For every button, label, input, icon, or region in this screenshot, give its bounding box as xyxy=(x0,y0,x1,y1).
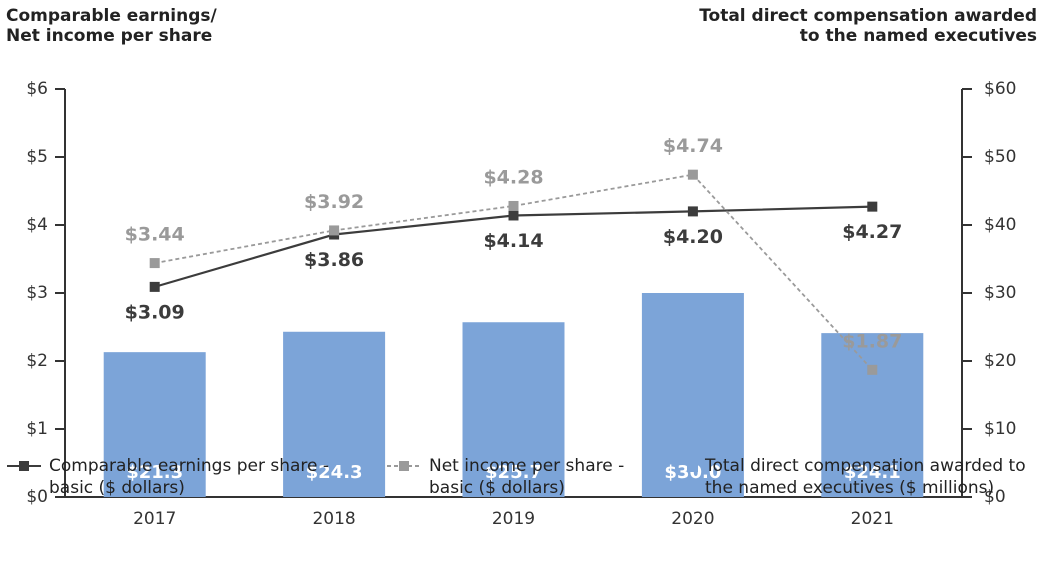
line-value-label: $4.20 xyxy=(663,226,723,248)
y2-tick-label: $60 xyxy=(984,79,1016,99)
line-value-label: $4.27 xyxy=(842,221,902,243)
y2-tick-label: $20 xyxy=(984,351,1016,371)
y2-tick-label: $30 xyxy=(984,283,1016,303)
x-tick-label: 2017 xyxy=(133,509,176,529)
point xyxy=(149,281,160,292)
bar-value-label: $24.3 xyxy=(306,462,363,483)
y2-tick-label: $10 xyxy=(984,419,1016,439)
line-value-label: $3.09 xyxy=(125,301,185,323)
point xyxy=(867,364,878,375)
y-tick-label: $1 xyxy=(26,419,48,439)
y2-axis-title: Total direct compensation awarded to the… xyxy=(699,6,1037,46)
point xyxy=(687,169,698,180)
y-tick-label: $0 xyxy=(26,487,48,507)
point xyxy=(329,225,340,236)
bar xyxy=(462,322,565,497)
bar xyxy=(283,331,386,497)
y-tick-label: $2 xyxy=(26,351,48,371)
y-tick-label: $5 xyxy=(26,147,48,167)
y2-tick-label: $0 xyxy=(984,487,1006,507)
legend-icon xyxy=(687,461,698,472)
point xyxy=(687,206,698,217)
bar xyxy=(821,333,924,497)
legend-marker xyxy=(399,461,409,471)
bar-value-label: $24.1 xyxy=(844,462,901,483)
legend-label: Net income per share - basic ($ dollars) xyxy=(429,456,625,498)
line-value-label: $3.44 xyxy=(125,224,185,246)
legend-item: Comparable earnings per share - basic ($… xyxy=(5,455,335,499)
bar-value-label: $30.0 xyxy=(664,462,721,483)
y-tick-label: $4 xyxy=(26,215,48,235)
point xyxy=(867,201,878,212)
y-tick-label: $6 xyxy=(26,79,48,99)
legend-item: Net income per share - basic ($ dollars) xyxy=(385,455,655,499)
legend-item: Total direct compensation awarded to the… xyxy=(687,455,1042,499)
x-tick-label: 2018 xyxy=(312,509,355,529)
y2-tick-label: $50 xyxy=(984,147,1016,167)
line-value-label: $4.28 xyxy=(483,166,543,188)
point xyxy=(508,200,519,211)
legend-icon xyxy=(7,461,41,471)
line-value-label: $3.86 xyxy=(304,249,364,271)
y-tick-label: $3 xyxy=(26,283,48,303)
line-value-label: $4.74 xyxy=(663,135,723,157)
x-tick-label: 2019 xyxy=(492,509,535,529)
legend-label: Comparable earnings per share - basic ($… xyxy=(49,456,330,498)
legend-label: Total direct compensation awarded to the… xyxy=(705,456,1026,498)
line-value-label: $4.14 xyxy=(483,230,543,252)
line xyxy=(154,173,873,371)
legend-swatch xyxy=(687,461,698,472)
bar-value-label: $25.7 xyxy=(485,462,542,483)
x-tick-label: 2021 xyxy=(851,509,894,529)
point xyxy=(508,210,519,221)
bar-value-label: $21.3 xyxy=(126,462,183,483)
x-tick-label: 2020 xyxy=(671,509,714,529)
point xyxy=(149,258,160,269)
line-value-label: $3.92 xyxy=(304,191,364,213)
legend-marker xyxy=(19,461,29,471)
y-axis-title: Comparable earnings/ Net income per shar… xyxy=(6,6,217,46)
line-value-label: $1.87 xyxy=(842,330,902,352)
legend-icon xyxy=(387,461,421,471)
y2-tick-label: $40 xyxy=(984,215,1016,235)
bar xyxy=(103,352,206,497)
